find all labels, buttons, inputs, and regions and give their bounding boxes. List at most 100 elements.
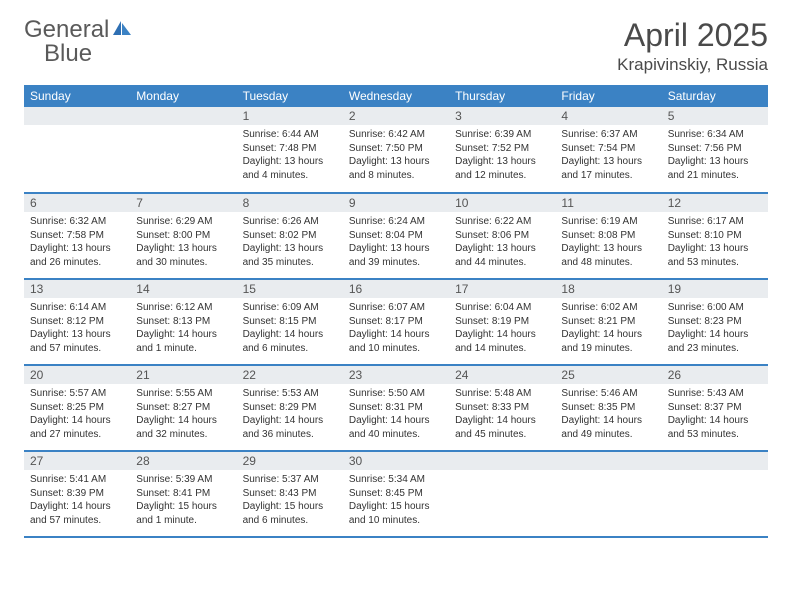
- day-info: Sunrise: 5:37 AMSunset: 8:43 PMDaylight:…: [237, 470, 343, 531]
- sunrise-line: Sunrise: 6:04 AM: [455, 301, 549, 315]
- day-info: Sunrise: 6:24 AMSunset: 8:04 PMDaylight:…: [343, 212, 449, 273]
- sunrise-line: Sunrise: 6:42 AM: [349, 128, 443, 142]
- brand-logo: General Blue: [24, 18, 133, 66]
- day-info: Sunrise: 6:14 AMSunset: 8:12 PMDaylight:…: [24, 298, 130, 359]
- calendar-cell: 13Sunrise: 6:14 AMSunset: 8:12 PMDayligh…: [24, 279, 130, 365]
- day-info: Sunrise: 6:17 AMSunset: 8:10 PMDaylight:…: [662, 212, 768, 273]
- day-info: Sunrise: 6:19 AMSunset: 8:08 PMDaylight:…: [555, 212, 661, 273]
- sunset-line: Sunset: 8:02 PM: [243, 229, 337, 243]
- day-info: Sunrise: 5:41 AMSunset: 8:39 PMDaylight:…: [24, 470, 130, 531]
- daylight-line: Daylight: 13 hours and 44 minutes.: [455, 242, 549, 269]
- daylight-line: Daylight: 13 hours and 57 minutes.: [30, 328, 124, 355]
- daylight-line: Daylight: 13 hours and 35 minutes.: [243, 242, 337, 269]
- day-number: 26: [662, 366, 768, 384]
- day-number: 1: [237, 107, 343, 125]
- day-number: 15: [237, 280, 343, 298]
- calendar-cell: [130, 107, 236, 193]
- sunrise-line: Sunrise: 6:39 AM: [455, 128, 549, 142]
- daylight-line: Daylight: 14 hours and 27 minutes.: [30, 414, 124, 441]
- sunset-line: Sunset: 8:15 PM: [243, 315, 337, 329]
- sunset-line: Sunset: 7:50 PM: [349, 142, 443, 156]
- day-info: Sunrise: 5:34 AMSunset: 8:45 PMDaylight:…: [343, 470, 449, 531]
- day-info: Sunrise: 6:00 AMSunset: 8:23 PMDaylight:…: [662, 298, 768, 359]
- sunrise-line: Sunrise: 6:07 AM: [349, 301, 443, 315]
- day-number: 21: [130, 366, 236, 384]
- brand-text: General Blue: [24, 18, 133, 66]
- calendar-cell: 10Sunrise: 6:22 AMSunset: 8:06 PMDayligh…: [449, 193, 555, 279]
- daylight-line: Daylight: 13 hours and 26 minutes.: [30, 242, 124, 269]
- sunrise-line: Sunrise: 5:48 AM: [455, 387, 549, 401]
- day-info: Sunrise: 6:12 AMSunset: 8:13 PMDaylight:…: [130, 298, 236, 359]
- sunset-line: Sunset: 8:17 PM: [349, 315, 443, 329]
- calendar-cell: 25 Sunrise: 5:46 AMSunset: 8:35 PMDayligh…: [555, 365, 661, 451]
- daylight-line: Daylight: 15 hours and 1 minute.: [136, 500, 230, 527]
- day-number: 8: [237, 194, 343, 212]
- day-info: Sunrise: 5:50 AMSunset: 8:31 PMDaylight:…: [343, 384, 449, 445]
- calendar-cell: 21Sunrise: 5:55 AMSunset: 8:27 PMDayligh…: [130, 365, 236, 451]
- day-info: Sunrise: 6:26 AMSunset: 8:02 PMDaylight:…: [237, 212, 343, 273]
- sunset-line: Sunset: 8:27 PM: [136, 401, 230, 415]
- sunrise-line: Sunrise: 6:37 AM: [561, 128, 655, 142]
- daylight-line: Daylight: 13 hours and 30 minutes.: [136, 242, 230, 269]
- day-number: 25: [555, 366, 661, 384]
- sunrise-line: Sunrise: 6:29 AM: [136, 215, 230, 229]
- sunrise-line: Sunrise: 6:09 AM: [243, 301, 337, 315]
- day-info: Sunrise: 5:39 AMSunset: 8:41 PMDaylight:…: [130, 470, 236, 531]
- day-number: 9: [343, 194, 449, 212]
- calendar-cell: 5Sunrise: 6:34 AMSunset: 7:56 PMDaylight…: [662, 107, 768, 193]
- calendar-cell: 28Sunrise: 5:39 AMSunset: 8:41 PMDayligh…: [130, 451, 236, 537]
- day-number: 7: [130, 194, 236, 212]
- daylight-line: Daylight: 14 hours and 49 minutes.: [561, 414, 655, 441]
- daylight-line: Daylight: 13 hours and 17 minutes.: [561, 155, 655, 182]
- calendar-cell: 22Sunrise: 5:53 AMSunset: 8:29 PMDayligh…: [237, 365, 343, 451]
- sunset-line: Sunset: 8:37 PM: [668, 401, 762, 415]
- day-number: 29: [237, 452, 343, 470]
- weekday-header: Thursday: [449, 85, 555, 107]
- day-number: [24, 107, 130, 125]
- day-info: Sunrise: 5:57 AMSunset: 8:25 PMDaylight:…: [24, 384, 130, 445]
- sunrise-line: Sunrise: 5:50 AM: [349, 387, 443, 401]
- calendar-cell: 17Sunrise: 6:04 AMSunset: 8:19 PMDayligh…: [449, 279, 555, 365]
- calendar-cell: 19Sunrise: 6:00 AMSunset: 8:23 PMDayligh…: [662, 279, 768, 365]
- sunrise-line: Sunrise: 6:34 AM: [668, 128, 762, 142]
- sunset-line: Sunset: 8:41 PM: [136, 487, 230, 501]
- daylight-line: Daylight: 14 hours and 53 minutes.: [668, 414, 762, 441]
- sunrise-line: Sunrise: 6:32 AM: [30, 215, 124, 229]
- calendar-week-row: 20Sunrise: 5:57 AMSunset: 8:25 PMDayligh…: [24, 365, 768, 451]
- sunset-line: Sunset: 8:35 PM: [561, 401, 655, 415]
- sunset-line: Sunset: 7:52 PM: [455, 142, 549, 156]
- day-number: 11: [555, 194, 661, 212]
- daylight-line: Daylight: 14 hours and 32 minutes.: [136, 414, 230, 441]
- weekday-header: Wednesday: [343, 85, 449, 107]
- calendar-cell: 26Sunrise: 5:43 AMSunset: 8:37 PMDayligh…: [662, 365, 768, 451]
- calendar-cell: 15Sunrise: 6:09 AMSunset: 8:15 PMDayligh…: [237, 279, 343, 365]
- calendar-cell: 14Sunrise: 6:12 AMSunset: 8:13 PMDayligh…: [130, 279, 236, 365]
- weekday-header: Monday: [130, 85, 236, 107]
- month-title: April 2025: [617, 18, 768, 53]
- header: General Blue April 2025 Krapivinskiy, Ru…: [24, 18, 768, 75]
- sunset-line: Sunset: 8:08 PM: [561, 229, 655, 243]
- daylight-line: Daylight: 13 hours and 53 minutes.: [668, 242, 762, 269]
- sunrise-line: Sunrise: 5:39 AM: [136, 473, 230, 487]
- calendar-cell: 12Sunrise: 6:17 AMSunset: 8:10 PMDayligh…: [662, 193, 768, 279]
- day-info: Sunrise: 6:32 AMSunset: 7:58 PMDaylight:…: [24, 212, 130, 273]
- daylight-line: Daylight: 14 hours and 10 minutes.: [349, 328, 443, 355]
- sunset-line: Sunset: 7:56 PM: [668, 142, 762, 156]
- sunset-line: Sunset: 8:19 PM: [455, 315, 549, 329]
- day-info: Sunrise: 6:02 AMSunset: 8:21 PMDaylight:…: [555, 298, 661, 359]
- day-number: 12: [662, 194, 768, 212]
- day-number: [449, 452, 555, 470]
- sunset-line: Sunset: 8:25 PM: [30, 401, 124, 415]
- daylight-line: Daylight: 13 hours and 12 minutes.: [455, 155, 549, 182]
- sunrise-line: Sunrise: 6:22 AM: [455, 215, 549, 229]
- daylight-line: Daylight: 14 hours and 57 minutes.: [30, 500, 124, 527]
- title-block: April 2025 Krapivinskiy, Russia: [617, 18, 768, 75]
- sunset-line: Sunset: 8:13 PM: [136, 315, 230, 329]
- calendar-cell: 1Sunrise: 6:44 AMSunset: 7:48 PMDaylight…: [237, 107, 343, 193]
- sunrise-line: Sunrise: 6:12 AM: [136, 301, 230, 315]
- daylight-line: Daylight: 13 hours and 48 minutes.: [561, 242, 655, 269]
- calendar-cell: 23Sunrise: 5:50 AMSunset: 8:31 PMDayligh…: [343, 365, 449, 451]
- sunrise-line: Sunrise: 5:46 AM: [561, 387, 655, 401]
- calendar-cell: 11Sunrise: 6:19 AMSunset: 8:08 PMDayligh…: [555, 193, 661, 279]
- daylight-line: Daylight: 14 hours and 14 minutes.: [455, 328, 549, 355]
